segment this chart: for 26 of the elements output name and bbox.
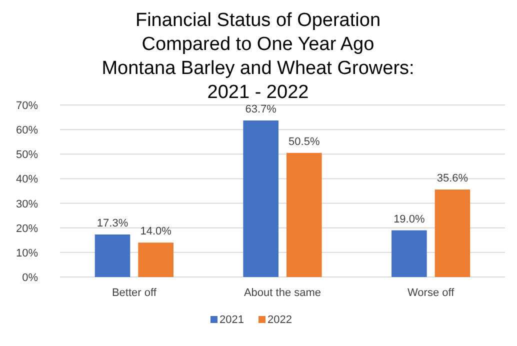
- chart-title: Financial Status of Operation Compared to One Year Ago Montana Barley and Wheat Growers: 2021 - 2022: [102, 10, 414, 103]
- bar: [286, 152, 322, 277]
- bar: [392, 230, 427, 277]
- data-label: 17.3%: [96, 217, 128, 230]
- y-tick-label: 70%: [16, 100, 38, 112]
- y-tick-label: 20%: [16, 222, 38, 235]
- bar: [94, 234, 130, 277]
- x-tick-label: Better off: [112, 287, 158, 299]
- data-label: 63.7%: [245, 103, 277, 116]
- y-tick-label: 50%: [16, 149, 38, 162]
- y-tick-label: 0%: [22, 272, 38, 284]
- bar: [138, 242, 174, 277]
- legend-label: 2022: [268, 314, 292, 326]
- y-tick-label: 40%: [16, 174, 38, 186]
- data-label: 50.5%: [288, 136, 320, 148]
- bar: [243, 120, 278, 277]
- data-label: 35.6%: [436, 172, 468, 185]
- x-tick-label: Worse off: [407, 287, 456, 299]
- bar: [434, 190, 470, 277]
- data-label: 14.0%: [140, 226, 172, 238]
- y-tick-label: 30%: [16, 198, 38, 210]
- y-tick-label: 10%: [16, 247, 38, 260]
- y-tick-label: 60%: [16, 124, 38, 137]
- data-label: 19.0%: [394, 213, 425, 226]
- legend-label: 2021: [220, 314, 244, 326]
- x-tick-label: About the same: [244, 287, 322, 299]
